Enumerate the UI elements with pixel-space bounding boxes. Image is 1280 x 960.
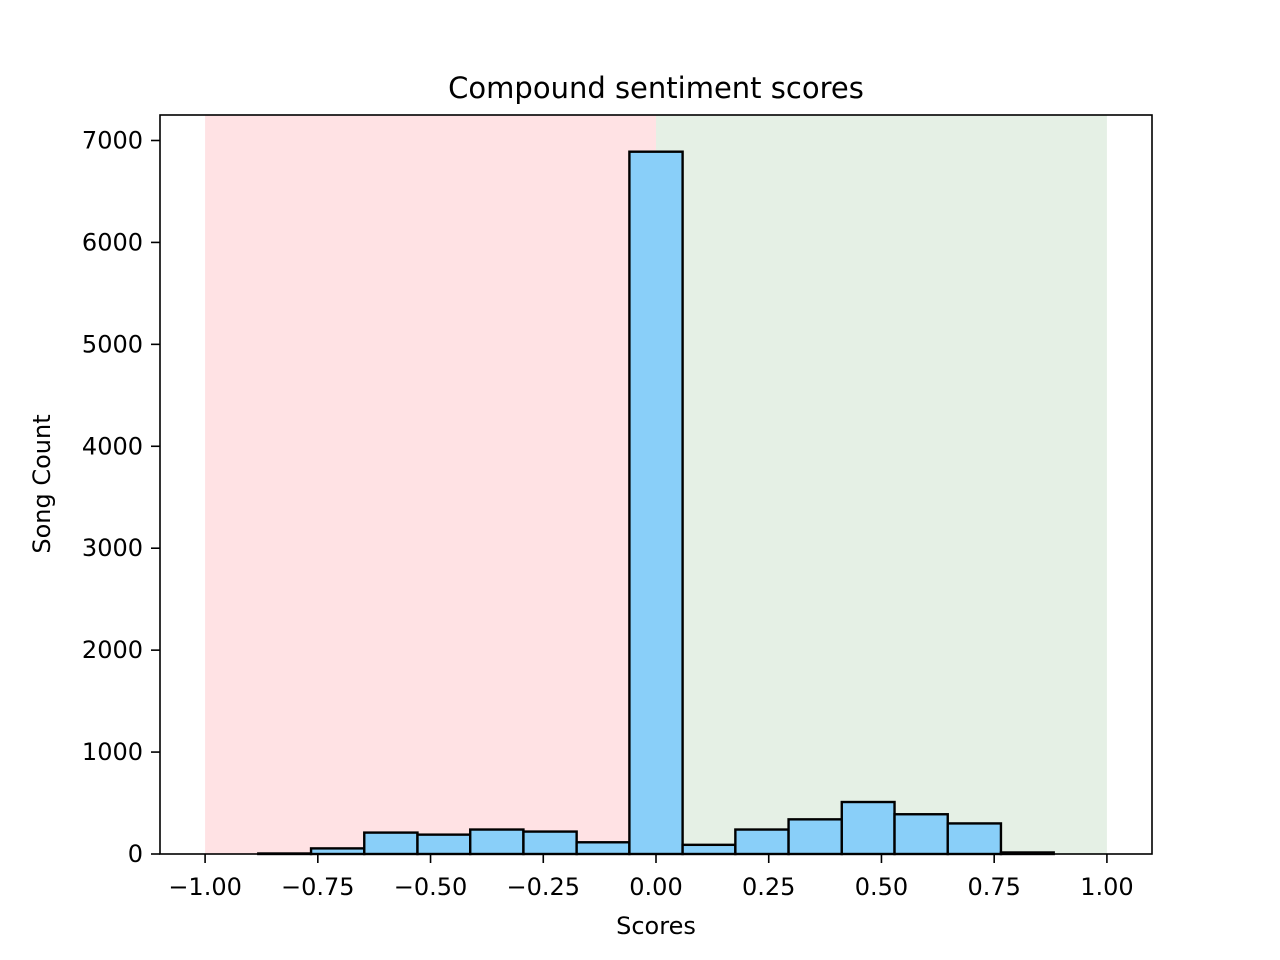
x-tick-label-7: 0.75	[967, 873, 1020, 901]
histogram-bar-7	[628, 150, 684, 856]
x-axis-ticks: −1.00 −0.75 −0.50 −0.25 0.00 0.25 0.50 0.75 1.00	[168, 854, 1134, 901]
histogram-bar-9	[734, 828, 790, 856]
x-tick-label-2: −0.50	[394, 873, 468, 901]
x-tick-label-3: −0.25	[506, 873, 580, 901]
y-axis-ticks: 0 1000 2000 3000 4000 5000 6000 7000	[82, 126, 160, 868]
histogram-bar-1	[309, 847, 366, 856]
shaded-regions	[205, 115, 1107, 854]
x-tick-label-4: 0.00	[629, 873, 682, 901]
x-tick-label-5: 0.25	[742, 873, 795, 901]
histogram-bar-10	[787, 818, 843, 856]
y-tick-label-5: 5000	[82, 330, 143, 358]
histogram-bar-5	[522, 830, 578, 856]
y-tick-label-1: 1000	[82, 738, 143, 766]
histogram-bar-11	[840, 800, 896, 856]
y-tick-label-2: 2000	[82, 636, 143, 664]
histogram-bars	[257, 150, 1055, 856]
x-tick-label-1: −0.75	[281, 873, 355, 901]
x-axis-label: Scores	[616, 912, 696, 940]
x-tick-label-0: −1.00	[168, 873, 242, 901]
y-tick-label-7: 7000	[82, 126, 143, 154]
x-tick-label-8: 1.00	[1080, 873, 1133, 901]
x-tick-label-6: 0.50	[855, 873, 908, 901]
positive-region	[656, 115, 1107, 854]
histogram-bar-2	[363, 831, 419, 856]
histogram-bar-4	[469, 828, 525, 856]
y-tick-label-6: 6000	[82, 228, 143, 256]
y-axis-label: Song Count	[28, 414, 56, 553]
y-tick-label-3: 3000	[82, 534, 143, 562]
histogram-bar-12	[893, 813, 949, 856]
y-tick-label-4: 4000	[82, 432, 143, 460]
plot-area	[159, 114, 1153, 856]
histogram-bar-8	[681, 843, 737, 856]
chart-title: Compound sentiment scores	[448, 71, 864, 105]
histogram-bar-13	[946, 822, 1003, 856]
y-tick-label-0: 0	[128, 840, 143, 868]
histogram-bar-6	[575, 841, 631, 856]
negative-region	[205, 115, 656, 854]
histogram-bar-3	[416, 833, 472, 856]
